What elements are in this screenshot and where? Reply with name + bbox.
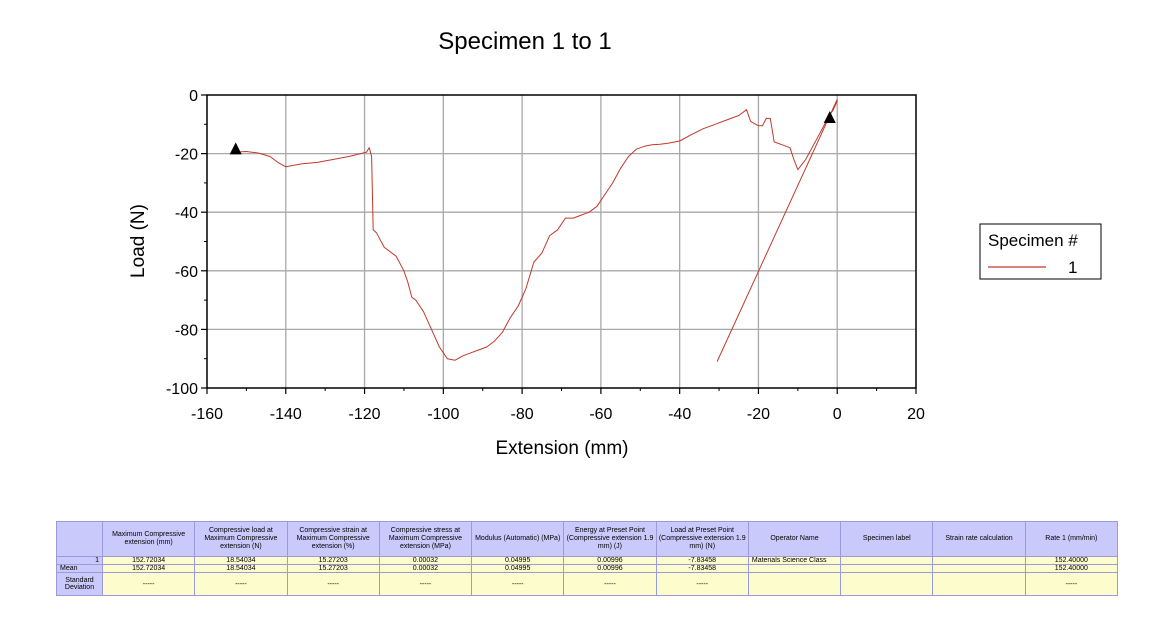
- table-header: Compressive strain at Maximum Compressiv…: [286, 521, 380, 557]
- table-cell: 152.40000: [1024, 564, 1119, 573]
- plot-area-frame: [206, 94, 917, 389]
- legend: Specimen # 1: [979, 223, 1102, 280]
- table-cell: 152.72034: [101, 556, 196, 565]
- chart-title: Specimen 1 to 1: [438, 28, 611, 55]
- x-tick-label: -120: [349, 406, 381, 423]
- table-cell: -----: [471, 572, 565, 596]
- table-cell: [932, 556, 1026, 565]
- table-cell: 15.27203: [286, 564, 380, 573]
- table-cell: -----: [655, 572, 749, 596]
- table-cell: -7.83458: [655, 564, 749, 573]
- table-header: Compressive stress at Maximum Compressiv…: [378, 521, 473, 557]
- preset-point-line: [716, 99, 838, 362]
- x-tick-label: -40: [668, 406, 691, 423]
- table-cell: 0.00032: [378, 556, 473, 565]
- chart-gridlines: [207, 95, 916, 388]
- table-cell: 15.27203: [286, 556, 380, 565]
- load-extension-chart: Specimen 1 to 1 -160 -140 -120 -100 -80 -60 -4…: [128, 28, 1102, 459]
- table-header: Rate 1 (mm/min): [1024, 521, 1119, 557]
- table-header: Modulus (Automatic) (MPa): [471, 521, 565, 557]
- table-cell: 0.00032: [378, 564, 473, 573]
- legend-title: Specimen #: [988, 231, 1078, 250]
- triangle-marker: [229, 142, 242, 155]
- table-header: Specimen label: [840, 521, 934, 557]
- table-cell: [840, 572, 934, 596]
- row-label: 1: [56, 556, 103, 565]
- table-header: Compressive load at Maximum Compressive …: [194, 521, 288, 557]
- table-header: Maximum Compressive extension (mm): [101, 521, 196, 557]
- table-cell: [932, 572, 1026, 596]
- y-axis-label: Load (N): [128, 204, 149, 278]
- y-tick-label: 0: [189, 88, 198, 105]
- table-row: Standard Deviation ----- ----- ----- ---…: [56, 572, 1119, 596]
- table-cell: -----: [101, 572, 196, 596]
- table-cell: -----: [1024, 572, 1119, 596]
- x-tick-label: -160: [191, 406, 223, 423]
- legend-series-name: 1: [1068, 258, 1077, 277]
- x-tick-label: -60: [589, 406, 612, 423]
- table-cell: 152.40000: [1024, 556, 1119, 565]
- table-cell: 0.00996: [563, 556, 657, 565]
- x-tick-label: -140: [270, 406, 302, 423]
- legend-box: [979, 223, 1102, 280]
- y-tick-label: -20: [175, 147, 198, 164]
- table-row: Mean 152.72034 18.54034 15.27203 0.00032…: [56, 564, 1119, 573]
- y-tick-label: -40: [175, 205, 198, 222]
- x-tick-label: 0: [833, 406, 842, 423]
- table-cell: [840, 564, 934, 573]
- y-tick-label: -100: [166, 381, 198, 398]
- table-cell: Materials Science Class: [747, 556, 842, 565]
- table-cell: -----: [378, 572, 473, 596]
- series-layer: [229, 99, 838, 362]
- table-cell: 0.04995: [471, 556, 565, 565]
- row-label: Standard Deviation: [56, 572, 103, 596]
- table-cell: 18.54034: [194, 564, 288, 573]
- table-cell: -7.83458: [655, 556, 749, 565]
- table-cell: [932, 564, 1026, 573]
- x-tick-labels: -160 -140 -120 -100 -80 -60 -40 -20 0 20: [191, 406, 925, 423]
- table-row: 1 152.72034 18.54034 15.27203 0.00032 0.…: [56, 556, 1119, 565]
- y-tick-label: -80: [175, 322, 198, 339]
- x-axis-label: Extension (mm): [495, 438, 628, 459]
- table-header: Load at Preset Point (Compressive extens…: [655, 521, 749, 557]
- table-header: Operator Name: [747, 521, 842, 557]
- x-tick-label: -80: [511, 406, 534, 423]
- triangle-marker: [823, 110, 836, 123]
- y-tick-label: -60: [175, 264, 198, 281]
- axis-ticks: [201, 94, 917, 394]
- y-tick-labels: 0 -20 -40 -60 -80 -100: [166, 88, 198, 398]
- table-header-row: Maximum Compressive extension (mm) Compr…: [56, 521, 1119, 557]
- table-cell: [747, 564, 842, 573]
- x-tick-label: -20: [747, 406, 770, 423]
- table-header: Strain rate calculation: [932, 521, 1026, 557]
- table-cell: 0.04995: [471, 564, 565, 573]
- row-label: Mean: [56, 564, 103, 573]
- table-cell: -----: [194, 572, 288, 596]
- table-header: [56, 521, 103, 557]
- table-cell: 0.00996: [563, 564, 657, 573]
- results-table: Maximum Compressive extension (mm) Compr…: [56, 521, 1119, 596]
- table-cell: 18.54034: [194, 556, 288, 565]
- x-tick-label: 20: [907, 406, 925, 423]
- table-cell: -----: [563, 572, 657, 596]
- table-cell: 152.72034: [101, 564, 196, 573]
- series-line-1: [235, 100, 838, 361]
- x-tick-label: -100: [427, 406, 459, 423]
- table-cell: [747, 572, 842, 596]
- table-cell: -----: [286, 572, 380, 596]
- table-header: Energy at Preset Point (Compressive exte…: [563, 521, 657, 557]
- table-cell: [840, 556, 934, 565]
